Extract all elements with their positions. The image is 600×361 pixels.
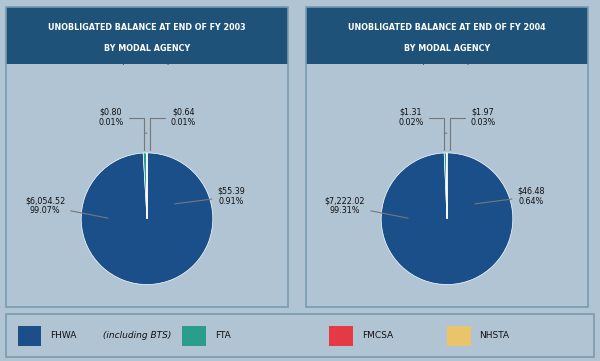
Text: $46.48
0.64%: $46.48 0.64% [475,187,545,206]
Text: FTA: FTA [215,331,230,340]
Text: NHSTA: NHSTA [479,331,509,340]
Text: FHWA: FHWA [50,331,76,340]
Wedge shape [444,153,447,219]
Text: FMCSA: FMCSA [362,331,393,340]
Text: $1.97
0.03%: $1.97 0.03% [449,108,496,150]
Text: UNOBLIGATED BALANCE AT END OF FY 2004: UNOBLIGATED BALANCE AT END OF FY 2004 [348,23,546,32]
Text: $55.39
0.91%: $55.39 0.91% [175,187,245,206]
Wedge shape [381,153,513,284]
Text: (in millions): (in millions) [422,57,472,66]
Text: $1.31
0.02%: $1.31 0.02% [398,108,445,150]
Wedge shape [143,153,147,219]
Text: BY MODAL AGENCY: BY MODAL AGENCY [104,44,190,53]
Bar [447,326,470,346]
Text: $7,222.02
99.31%: $7,222.02 99.31% [325,196,408,218]
Bar [18,326,41,346]
Text: (in millions): (in millions) [122,57,172,66]
Text: $0.64
0.01%: $0.64 0.01% [149,108,196,150]
Bar [306,7,588,64]
Text: $6,054.52
99.07%: $6,054.52 99.07% [25,196,108,218]
Bar [6,7,288,64]
Text: $0.80
0.01%: $0.80 0.01% [98,108,145,150]
Wedge shape [81,153,213,284]
Text: BY MODAL AGENCY: BY MODAL AGENCY [404,44,490,53]
Text: (including BTS): (including BTS) [100,331,172,340]
Bar [182,326,206,346]
Text: UNOBLIGATED BALANCE AT END OF FY 2003: UNOBLIGATED BALANCE AT END OF FY 2003 [48,23,246,32]
Bar [329,326,353,346]
